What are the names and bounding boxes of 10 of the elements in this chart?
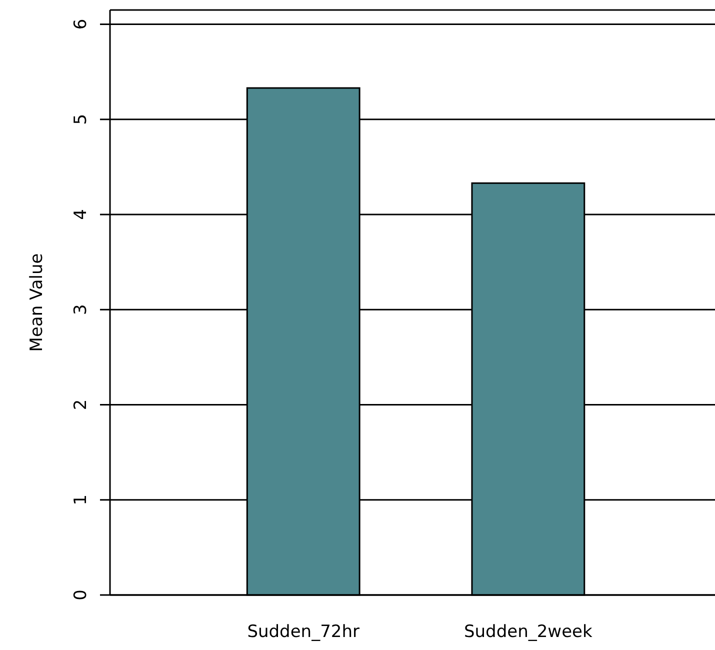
y-tick-label: 4 bbox=[71, 209, 91, 220]
y-tick-label: 5 bbox=[71, 114, 91, 125]
y-tick-label: 1 bbox=[71, 494, 91, 506]
y-tick-label: 3 bbox=[71, 304, 91, 316]
x-tick-label: Sudden_2week bbox=[464, 622, 593, 642]
y-tick-label: 6 bbox=[71, 18, 91, 30]
x-tick-label: Sudden_72hr bbox=[247, 622, 360, 642]
y-axis-title: Mean Value bbox=[27, 253, 47, 352]
y-tick-label: 2 bbox=[71, 399, 91, 410]
y-tick-label: 0 bbox=[71, 590, 91, 600]
